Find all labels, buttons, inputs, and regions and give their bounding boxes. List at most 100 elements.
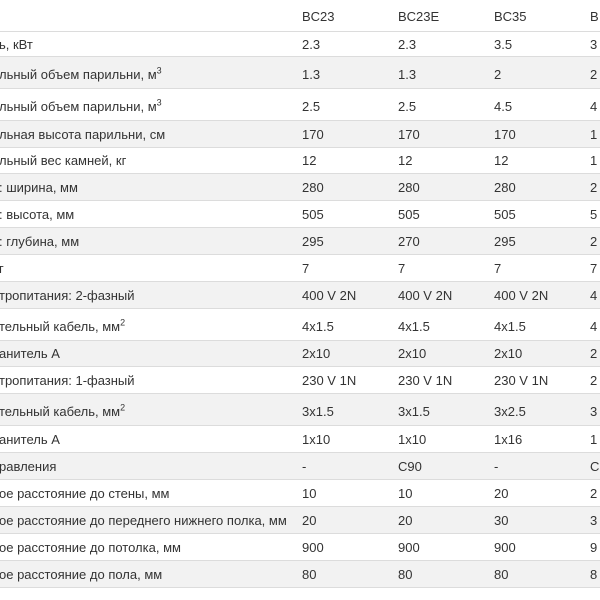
row-label-text: г (0, 261, 4, 276)
value-cell: 1x10 (302, 432, 331, 447)
value-cell: 10 (302, 486, 317, 501)
row-label-text: : высота, мм (0, 207, 75, 222)
table-row: равления - C90 - C (0, 453, 600, 480)
value-cell: 30 (494, 513, 509, 528)
value-cell: 2 (590, 180, 598, 195)
value-cell: 505 (398, 207, 420, 222)
value-cell: 1 (590, 432, 598, 447)
row-label: льный объем парильни, м3 (0, 65, 162, 83)
value-cell: 1 (590, 153, 598, 168)
value-cell: 4x1.5 (494, 319, 526, 334)
value-cell: 505 (302, 207, 324, 222)
value-cell: 3 (590, 404, 598, 419)
value-cell: 4 (590, 288, 598, 303)
value-cell: 3 (590, 37, 598, 52)
value-cell: 1x10 (398, 432, 427, 447)
value-cell: 4 (590, 99, 598, 114)
value-cell: 2 (590, 346, 598, 361)
value-cell: 2 (590, 234, 598, 249)
table-row: льный объем парильни, м3 2.5 2.5 4.5 4 (0, 89, 600, 121)
value-cell: 3 (590, 513, 598, 528)
value-cell: 230 V 1N (302, 373, 357, 388)
value-cell: 270 (398, 234, 420, 249)
unit-exponent: 3 (156, 65, 162, 76)
row-label-text: ое расстояние до переднего нижнего полка… (0, 513, 287, 528)
row-label: тропитания: 2-фазный (0, 288, 135, 304)
row-label-text: тропитания: 2-фазный (0, 288, 135, 303)
value-cell: 2x10 (494, 346, 523, 361)
row-label-text: анитель А (0, 346, 60, 361)
table-row: анитель А 2x10 2x10 2x10 2 (0, 341, 600, 367)
value-cell: 12 (494, 153, 509, 168)
value-cell: 1.3 (398, 67, 417, 82)
row-label: г (0, 261, 4, 277)
value-cell: 20 (398, 513, 413, 528)
value-cell: 10 (398, 486, 413, 501)
value-cell: 7 (590, 261, 598, 276)
value-cell: 3x1.5 (302, 404, 334, 419)
value-cell: 2.5 (302, 99, 321, 114)
value-cell: 1 (590, 127, 598, 142)
value-cell: 7 (398, 261, 406, 276)
value-cell: 9 (590, 540, 598, 555)
row-label: ое расстояние до потолка, мм (0, 540, 181, 556)
row-label-text: льная высота парильни, см (0, 127, 166, 142)
row-label-text: льный объем парильни, м (0, 99, 157, 114)
table-row: анитель А 1x10 1x10 1x16 1 (0, 426, 600, 453)
row-label-text: ое расстояние до пола, мм (0, 567, 163, 582)
row-label: ое расстояние до стены, мм (0, 486, 169, 502)
row-label-text: льный объем парильни, м (0, 67, 157, 82)
value-cell: 80 (494, 567, 509, 582)
row-label: ое расстояние до пола, мм (0, 567, 162, 583)
row-label: ь, кВт (0, 37, 33, 53)
table-body: ь, кВт 2.3 2.3 3.5 3 льный объем парильни, м3… (0, 32, 600, 588)
row-label: льный объем парильни, м3 (0, 98, 162, 115)
value-cell: 3x1.5 (398, 404, 430, 419)
table-row: тропитания: 2-фазный 400 V 2N 400 V 2N 400 … (0, 282, 600, 309)
table-row: льная высота парильни, см 170 170 170 1 (0, 121, 600, 148)
value-cell: 280 (494, 180, 516, 195)
value-cell: 1x16 (494, 432, 523, 447)
row-label-text: льный вес камней, кг (0, 153, 127, 168)
row-label-text: анитель А (0, 432, 60, 447)
value-cell: 900 (302, 540, 324, 555)
value-cell: 3x2.5 (494, 404, 526, 419)
value-cell: 280 (398, 180, 420, 195)
value-cell: 2 (494, 67, 502, 82)
value-cell: 170 (302, 127, 324, 142)
value-cell: 230 V 1N (398, 373, 453, 388)
column-header-bc23: BC23 (302, 9, 335, 24)
table-row: тельный кабель, мм2 3x1.5 3x1.5 3x2.5 3 (0, 394, 600, 426)
value-cell: C (590, 459, 600, 474)
table-row: ое расстояние до потолка, мм 900 900 900 9 (0, 534, 600, 561)
value-cell: 170 (398, 127, 420, 142)
value-cell: 4x1.5 (398, 319, 430, 334)
table-row: льный объем парильни, м3 1.3 1.3 2 2 (0, 57, 600, 89)
table-row: ое расстояние до стены, мм 10 10 20 2 (0, 480, 600, 507)
value-cell: 7 (302, 261, 310, 276)
value-cell: 3.5 (494, 37, 513, 52)
value-cell: 5 (590, 207, 598, 222)
row-label-text: : глубина, мм (0, 234, 80, 249)
row-label-text: ое расстояние до потолка, мм (0, 540, 181, 555)
value-cell: - (494, 459, 499, 474)
value-cell: 8 (590, 567, 598, 582)
value-cell: - (302, 459, 307, 474)
table-row: : высота, мм 505 505 505 5 (0, 201, 600, 228)
value-cell: 2 (590, 373, 598, 388)
value-cell: 2.5 (398, 99, 417, 114)
value-cell: 20 (302, 513, 317, 528)
value-cell: 12 (398, 153, 413, 168)
row-label-text: тропитания: 1-фазный (0, 373, 135, 388)
table-row: ое расстояние до пола, мм 80 80 80 8 (0, 561, 600, 588)
row-label-text: равления (0, 459, 57, 474)
row-label: анитель А (0, 432, 60, 448)
table-header-row: BC23 BC23E BC35 B (0, 0, 600, 32)
value-cell: 900 (398, 540, 420, 555)
row-label: : глубина, мм (0, 234, 79, 250)
value-cell: 1.3 (302, 67, 321, 82)
row-label: тельный кабель, мм2 (0, 403, 125, 420)
table-row: : ширина, мм 280 280 280 2 (0, 174, 600, 201)
unit-exponent: 2 (120, 317, 126, 328)
